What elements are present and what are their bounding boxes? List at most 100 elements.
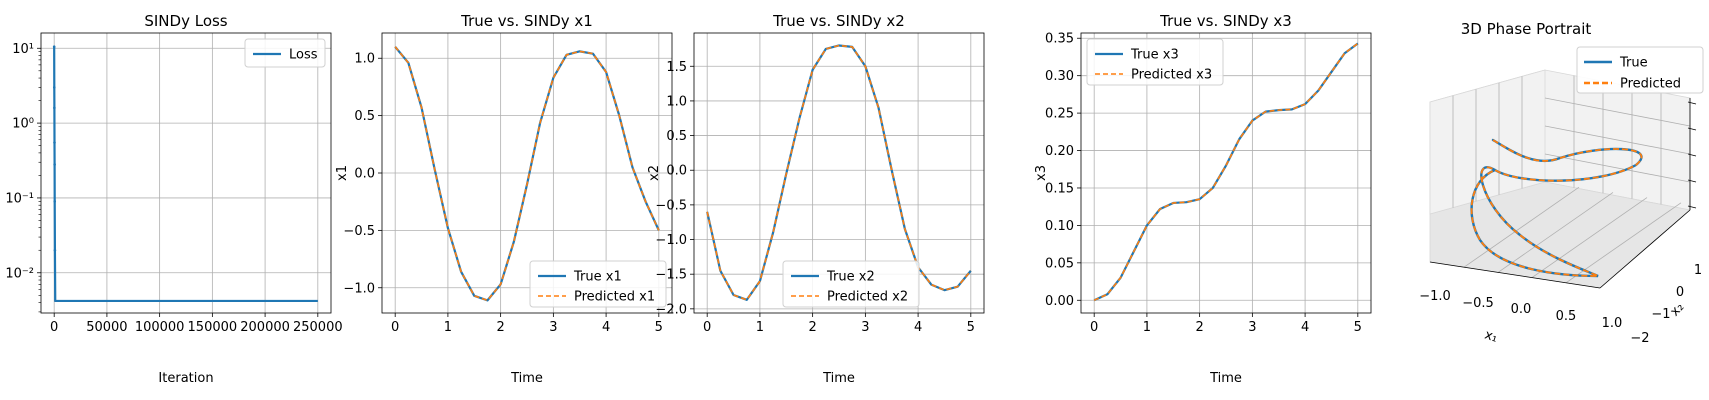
legend-label: Predicted	[1620, 77, 1681, 92]
x-tick-label: 50000	[86, 320, 127, 335]
x-tick-label: 100000	[135, 320, 185, 335]
loss-frame	[40, 32, 332, 314]
x3-chart: 0 1 2 3 4 5 0.00 0.05 0.10 0.15 0.20 0.25 0.30 0.35 Tr…	[1034, 12, 1372, 386]
loss-title: SINDy Loss	[144, 12, 227, 30]
x2-xlabel: Time	[822, 371, 855, 386]
x3-legend: True x3 Predicted x3	[1086, 38, 1224, 86]
phase-z-tick	[1687, 127, 1697, 131]
y-tick-label: 0.5	[666, 129, 687, 144]
y-tick-label: 0.00	[1045, 294, 1074, 309]
loss-point	[53, 200, 57, 203]
legend-label: Predicted x1	[574, 290, 655, 305]
y-tick-label: 1.0	[666, 94, 687, 109]
phase-gridline	[1463, 186, 1580, 268]
x-tick-label: 5	[1354, 320, 1362, 335]
x3-ylabel: x3	[1034, 165, 1049, 181]
phase-y-tick-label: 1	[1694, 263, 1702, 278]
loss-point	[53, 163, 56, 166]
phase-x-tick-label: −0.5	[1462, 296, 1494, 311]
x-tick-label: 2	[496, 320, 504, 335]
phase-z-tick	[1687, 153, 1697, 157]
phase-y-axis	[1599, 209, 1691, 289]
y-tick-label: 0.15	[1045, 181, 1074, 196]
x1-ylabel: x1	[335, 165, 350, 181]
phase-gridline	[1544, 97, 1691, 127]
y-tick-label: 1.5	[666, 60, 687, 75]
phase-x-tick-label: 1.0	[1602, 316, 1623, 331]
x-tick-label: 1	[756, 320, 764, 335]
y-tick-label: −1.5	[655, 268, 687, 283]
x-tick-label: 1	[1143, 320, 1151, 335]
y-tick-label: 0.35	[1045, 32, 1074, 47]
loss-xlabel: Iteration	[158, 371, 213, 386]
y-tick-label: 0.20	[1045, 144, 1074, 159]
y-tick-label: 0.05	[1045, 256, 1074, 271]
phase-z-tick	[1687, 205, 1697, 209]
x-tick-label: 0	[703, 320, 711, 335]
x-tick-label: 0	[391, 320, 399, 335]
phase-series-predicted	[1470, 139, 1643, 277]
y-tick-label: 0.0	[666, 164, 687, 179]
y-tick-label: 0.5	[354, 109, 375, 124]
phase-title: 3D Phase Portrait	[1461, 20, 1592, 38]
y-tick-label: 10¹	[12, 42, 34, 57]
x-tick-label: 4	[914, 320, 922, 335]
y-tick-label: −1.0	[343, 281, 375, 296]
x-tick-label: 0	[1090, 320, 1098, 335]
y-tick-label: 0.10	[1045, 219, 1074, 234]
x-tick-label: 5	[967, 320, 975, 335]
x3-xlabel: Time	[1209, 371, 1242, 386]
legend-label: Loss	[289, 48, 318, 63]
x-tick-label: 5	[655, 320, 663, 335]
x-tick-label: 2	[1195, 320, 1203, 335]
phase-gridline	[1497, 192, 1614, 273]
phase-x-tick-label: 0.5	[1556, 309, 1577, 324]
x1-series-predicted	[394, 46, 660, 302]
phase-x-axis	[1429, 261, 1601, 289]
loss-point	[52, 45, 56, 48]
legend-label: True x1	[573, 270, 622, 285]
phase-xlabel: x₁	[1483, 328, 1500, 346]
x-tick-label: 0	[50, 320, 58, 335]
loss-point	[52, 86, 56, 89]
y-tick-label: 1.0	[354, 52, 375, 67]
legend-box	[244, 38, 326, 68]
x3-series-predicted	[1093, 42, 1359, 301]
x-tick-label: 3	[549, 320, 557, 335]
y-tick-label: 0.0	[354, 167, 375, 182]
x3-title: True vs. SINDy x3	[1159, 12, 1292, 30]
y-tick-label: 10⁻²	[5, 266, 34, 281]
loss-grid	[41, 33, 331, 313]
legend-label: Predicted x2	[827, 290, 908, 305]
loss-series-true	[53, 46, 318, 303]
phase-y-tick-label: 0	[1676, 285, 1684, 300]
phase-legend: True Predicted	[1576, 46, 1704, 94]
x2-legend: True x2 Predicted x2	[782, 260, 920, 308]
phase-gridline	[1544, 125, 1691, 155]
y-tick-label: −0.5	[343, 224, 375, 239]
x-tick-label: 200000	[240, 320, 290, 335]
x1-xlabel: Time	[510, 371, 543, 386]
phase-x-tick-label: 0.0	[1511, 302, 1532, 317]
phase-gridline	[1531, 197, 1648, 278]
loss-point	[53, 106, 56, 110]
x2-chart: 0 1 2 3 4 5 −2.0 −1.5 −1.0 −0.5 0.0 0.5 1.0 1.5 True v…	[647, 12, 985, 386]
legend-label: True x3	[1130, 48, 1179, 63]
x-tick-label: 3	[1248, 320, 1256, 335]
phase-portrait-chart: 3D Phase Portrait −1.0 −0.5 0.0 0.5 1.0 −2−1 01…	[1419, 20, 1704, 346]
loss-chart: 0 50000 100000 150000 200000 250000 10⁻² 10⁻¹ 10…	[5, 12, 342, 386]
y-tick-label: 10⁰	[12, 117, 34, 132]
x1-legend: True x1 Predicted x1	[529, 260, 667, 308]
legend-label: Predicted x3	[1131, 68, 1212, 83]
x2-ylabel: x2	[647, 165, 662, 181]
loss-point	[53, 141, 56, 144]
y-tick-label: −2.0	[655, 302, 687, 317]
x1-title: True vs. SINDy x1	[460, 12, 593, 30]
x-tick-label: 4	[602, 320, 610, 335]
phase-gridline	[1544, 153, 1691, 183]
x3-frame	[1080, 32, 1372, 314]
legend-label: True x2	[826, 270, 875, 285]
y-tick-label: −0.5	[655, 198, 687, 213]
y-tick-label: 0.25	[1045, 107, 1074, 122]
